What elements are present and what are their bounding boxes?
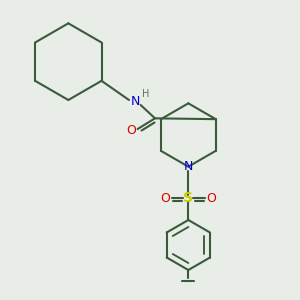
Text: O: O (127, 124, 136, 137)
Text: O: O (206, 192, 216, 205)
Text: S: S (183, 191, 193, 205)
Text: N: N (184, 160, 193, 173)
Text: N: N (130, 95, 140, 108)
Text: H: H (142, 89, 150, 99)
Text: O: O (161, 192, 171, 205)
